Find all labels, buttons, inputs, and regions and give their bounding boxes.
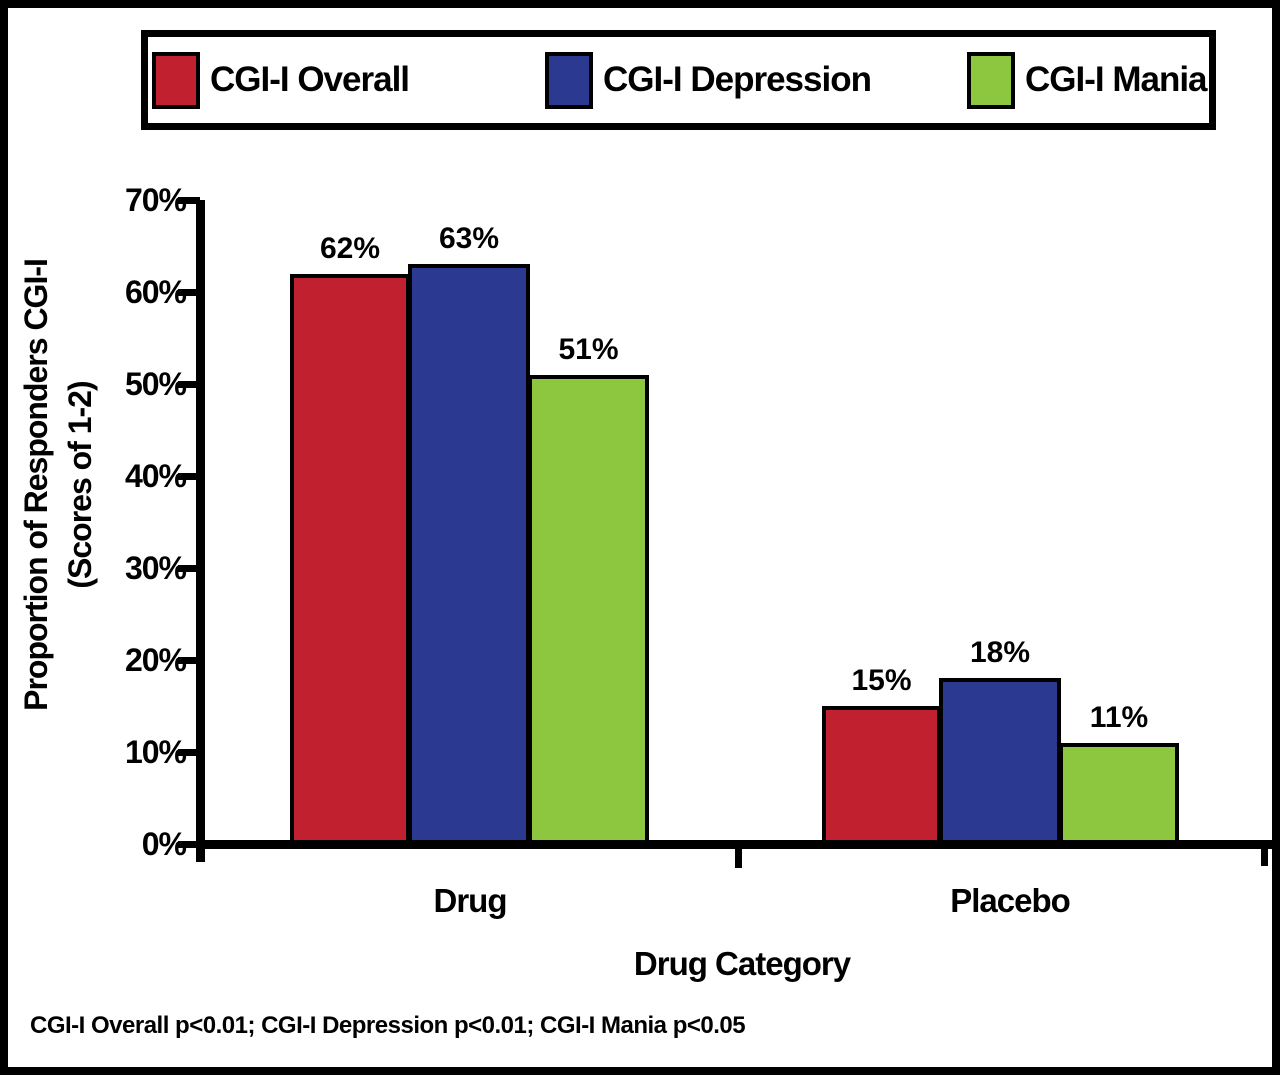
- bar-placebo-cgi-depression: 18%: [939, 636, 1061, 844]
- legend-item-cgi-depression: CGI-I Depression: [545, 37, 872, 123]
- plot-area: 62% 63% 51% 15% 18% 11%: [290, 222, 1179, 844]
- x-category-label-drug: Drug: [433, 882, 508, 919]
- bar-drug-cgi-mania: 51%: [528, 333, 649, 844]
- footnote-pvalues: CGI-I Overall p<0.01; CGI-I Depression p…: [30, 1012, 746, 1039]
- y-tick-mark-60: [178, 289, 200, 296]
- legend-item-cgi-overall: CGI-I Overall: [152, 37, 410, 123]
- legend-item-cgi-mania: CGI-I Mania: [967, 37, 1208, 123]
- x-tick-mark-right: [1261, 849, 1268, 866]
- legend-box: CGI-I Overall CGI-I Depression CGI-I Man…: [141, 30, 1216, 130]
- y-tick-label-60: 60%: [124, 274, 187, 310]
- x-axis-title: Drug Category: [633, 945, 851, 982]
- x-category-label-placebo: Placebo: [950, 882, 1071, 919]
- y-tick-label-70: 70%: [124, 182, 187, 218]
- y-axis-line: [196, 200, 205, 862]
- y-tick-mark-0: [178, 841, 200, 848]
- legend-swatch-blue: [545, 51, 593, 109]
- bar-value-label: 15%: [851, 664, 912, 697]
- y-tick-mark-30: [178, 565, 200, 572]
- bar-drug-cgi-depression: 63%: [408, 222, 530, 844]
- y-tick-label-40: 40%: [124, 458, 187, 494]
- legend-label-cgi-mania: CGI-I Mania: [1025, 60, 1208, 99]
- bar-value-label: 51%: [558, 333, 619, 366]
- y-tick-mark-70: [178, 197, 200, 204]
- y-tick-label-20: 20%: [124, 642, 187, 678]
- legend-label-cgi-overall: CGI-I Overall: [210, 60, 410, 99]
- bar-placebo-cgi-mania: 11%: [1059, 701, 1179, 844]
- legend-swatch-red: [152, 51, 200, 109]
- y-tick-label-10: 10%: [124, 734, 187, 770]
- x-tick-mark-middle: [735, 849, 742, 868]
- y-tick-label-50: 50%: [124, 366, 187, 402]
- y-tick-mark-40: [178, 473, 200, 480]
- bar-value-label: 62%: [319, 232, 381, 265]
- legend-swatch-green: [967, 51, 1015, 109]
- bar-value-label: 11%: [1089, 701, 1149, 734]
- bar-placebo-cgi-overall: 15%: [822, 664, 941, 844]
- x-axis-line: [196, 840, 1272, 849]
- y-tick-mark-10: [178, 749, 200, 756]
- bar-value-label: 63%: [438, 222, 500, 255]
- y-tick-label-30: 30%: [124, 550, 187, 586]
- y-tick-mark-20: [178, 657, 200, 664]
- bar-value-label: 18%: [969, 636, 1031, 669]
- y-tick-mark-50: [178, 381, 200, 388]
- bar-drug-cgi-overall: 62%: [290, 232, 410, 844]
- legend-label-cgi-depression: CGI-I Depression: [603, 60, 872, 99]
